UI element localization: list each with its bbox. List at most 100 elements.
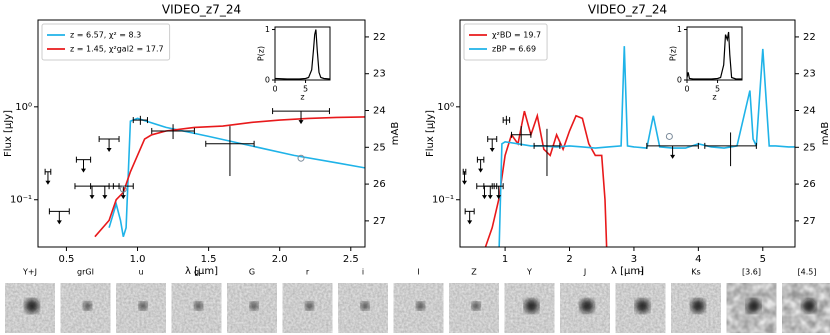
y-axis-label: Flux [μJy] [425,110,436,157]
y2-tick-label: 26 [803,179,816,190]
y-tick-label: 10⁰ [15,102,32,113]
thumbnail-source [305,302,314,310]
inset-frame [274,26,331,81]
thumbnail-source [361,302,369,310]
thumbnail-source [83,302,92,310]
x-tick-label: 3 [631,254,637,265]
y2-tick-label: 27 [803,216,816,227]
chart-title: VIDEO_z7_24 [162,3,241,17]
thumbnail-label: Ks [691,268,700,277]
inset-y-label: P(z) [257,46,266,61]
upper-limit-head [56,220,62,225]
upper-limit-head [45,180,51,185]
thumbnail-source [416,302,425,310]
inset-y-tick-label: 0 [265,76,270,85]
thumbnail-source [472,302,480,310]
thumbnail-source [691,299,705,313]
thumbnail-label: I [417,268,419,277]
thumbnail-label: G [249,268,255,277]
thumbnail-source [194,302,203,310]
legend-label: z = 1.45, χ²gal2 = 17.7 [70,45,164,54]
x-tick-label: 1.0 [130,254,146,265]
upper-limit-head [481,195,487,200]
y2-tick-label: 24 [803,106,816,117]
thumbnail-source [635,299,650,313]
inset-line [274,29,331,80]
thumbnail-label: J [583,268,586,277]
thumbnail-label: u [138,268,143,277]
x-tick-label: 4 [695,254,701,265]
axes-frame [459,19,796,248]
x-axis-label: λ [μm] [611,266,644,277]
upper-limit-head [120,195,126,200]
x-axis-label: λ [μm] [185,266,218,277]
thumbnail-label: [4.5] [798,268,817,277]
inset-x-tick-label: 5 [715,85,720,94]
y2-axis-label: mAB [820,122,830,146]
legend-label: z = 6.57, χ² = 8.3 [70,31,141,40]
thumbnail-label: g [194,268,199,277]
x-tick-label: 1.5 [201,254,217,265]
plot-area [44,108,365,238]
thumbnail-label: grGI [77,268,94,277]
legend-box [463,23,548,61]
upper-limit-head [467,220,473,225]
y2-tick-label: 24 [373,106,386,117]
upper-limit-head [670,154,676,159]
axes-frame [37,19,366,248]
series-line [498,46,795,247]
thumbnail-label: [3.6] [742,268,761,277]
y2-axis-label: mAB [390,122,401,146]
legend: χ²BD = 19.7 zBP = 6.69 [463,23,548,61]
model-point [297,154,305,162]
x-tick-label: 1 [502,254,508,265]
thumbnail-label: H [637,268,643,277]
legend-label: χ²BD = 19.7 [492,31,541,40]
thumbnail-label: r [306,268,310,277]
inset-y-tick-label: 0 [677,76,682,85]
upper-limit-head [487,195,493,200]
thumbnail-label: i [362,268,364,277]
thumbnail-source [580,299,594,313]
upper-limit-head [89,195,95,200]
series-line [108,117,365,237]
inset-x-tick-label: 0 [272,85,277,94]
x-tick-label: 2 [566,254,572,265]
upper-limit-head [102,195,108,200]
chart-title: VIDEO_z7_24 [588,3,667,17]
thumbnail-source [25,299,39,313]
inset-x-label: z [712,93,716,102]
upper-limit-head [478,168,484,173]
legend: z = 6.57, χ² = 8.3 z = 1.45, χ²gal2 = 17.… [41,23,171,61]
inset-y-tick-label: 1 [677,25,682,34]
inset-x-tick-label: 5 [303,85,308,94]
thumbnail-source [250,302,258,310]
y-tick-label: 10⁰ [437,102,454,113]
thumbnail-source [524,299,539,313]
y-axis-label: Flux [μJy] [3,110,14,157]
y-tick-label: 10⁻¹ [432,195,454,206]
x-tick-label: 5 [760,254,766,265]
y2-tick-label: 25 [373,142,386,153]
upper-limit-head [462,180,468,185]
y2-tick-label: 23 [803,69,816,80]
upper-limit-head [489,148,495,153]
x-tick-label: 2.0 [272,254,288,265]
y2-tick-label: 25 [803,142,816,153]
x-tick-label: 2.5 [343,254,359,265]
thumbnail-label: Y [526,268,532,277]
legend-box [41,23,171,61]
model-point [665,132,673,140]
inset-x-label: z [300,93,304,102]
inset-y-tick-label: 1 [265,25,270,34]
inset-line [686,31,742,80]
thumbnail-source [802,299,816,313]
y-tick-label: 10⁻¹ [10,195,32,206]
model-point [119,185,127,193]
y2-tick-label: 27 [373,216,386,227]
inset-frame [686,26,743,81]
plot-area [462,46,795,247]
x-tick-label: 0.5 [58,254,74,265]
series-line [484,110,608,247]
